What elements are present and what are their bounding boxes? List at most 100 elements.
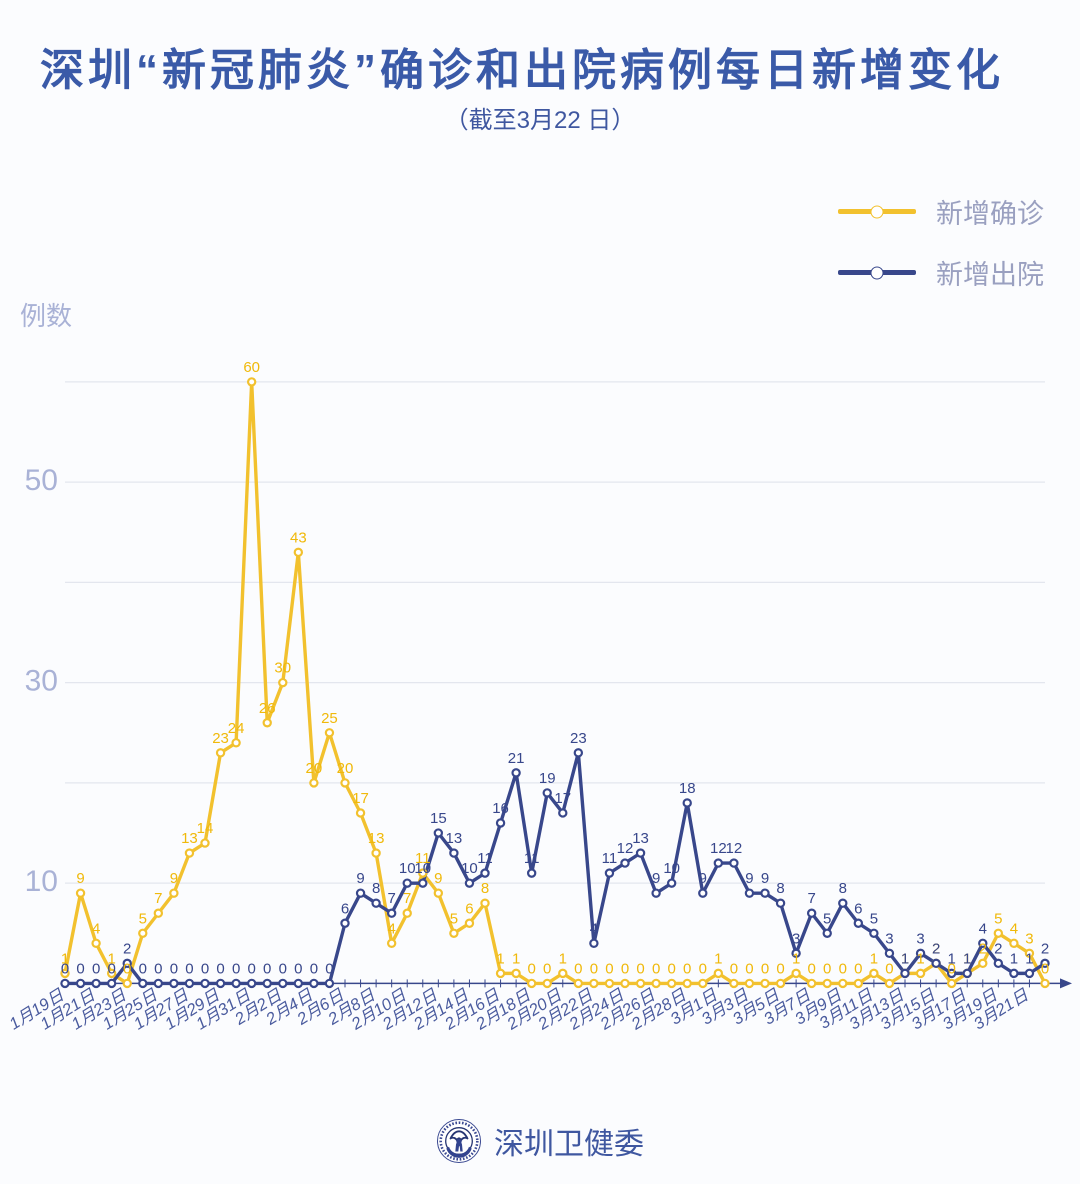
svg-text:0: 0 — [139, 960, 147, 977]
svg-text:11: 11 — [524, 850, 540, 867]
svg-text:0: 0 — [854, 960, 862, 977]
svg-text:1: 1 — [559, 950, 567, 967]
svg-text:0: 0 — [543, 960, 551, 977]
svg-text:0: 0 — [107, 960, 115, 977]
svg-text:24: 24 — [228, 720, 245, 737]
svg-text:0: 0 — [699, 960, 707, 977]
svg-text:23: 23 — [212, 730, 229, 747]
svg-text:7: 7 — [387, 890, 395, 907]
svg-text:4: 4 — [387, 920, 395, 937]
svg-text:2: 2 — [932, 940, 940, 957]
svg-text:11: 11 — [477, 850, 493, 867]
svg-text:0: 0 — [294, 960, 302, 977]
svg-text:12: 12 — [710, 840, 727, 857]
svg-text:9: 9 — [170, 870, 178, 887]
svg-text:9: 9 — [652, 870, 660, 887]
svg-text:5: 5 — [823, 910, 831, 927]
svg-text:5: 5 — [139, 910, 147, 927]
svg-text:0: 0 — [667, 960, 675, 977]
svg-text:13: 13 — [368, 830, 385, 847]
svg-text:50: 50 — [25, 464, 58, 497]
svg-text:1: 1 — [496, 950, 504, 967]
svg-text:1: 1 — [1025, 950, 1033, 967]
svg-text:9: 9 — [745, 870, 753, 887]
svg-text:3: 3 — [916, 930, 924, 947]
svg-text:0: 0 — [170, 960, 178, 977]
svg-text:9: 9 — [356, 870, 364, 887]
svg-text:1: 1 — [714, 950, 722, 967]
svg-text:5: 5 — [870, 910, 878, 927]
svg-text:0: 0 — [310, 960, 318, 977]
svg-text:60: 60 — [243, 359, 260, 376]
svg-text:13: 13 — [632, 830, 649, 847]
svg-text:0: 0 — [885, 960, 893, 977]
svg-text:0: 0 — [123, 960, 131, 977]
svg-text:0: 0 — [61, 960, 69, 977]
svg-text:10: 10 — [663, 860, 680, 877]
svg-text:19: 19 — [539, 770, 556, 787]
svg-text:6: 6 — [465, 900, 473, 917]
svg-text:1: 1 — [963, 950, 971, 967]
svg-text:16: 16 — [492, 800, 509, 817]
svg-text:8: 8 — [839, 880, 847, 897]
svg-text:0: 0 — [1041, 960, 1049, 977]
svg-text:0: 0 — [839, 960, 847, 977]
svg-text:1: 1 — [870, 950, 878, 967]
svg-text:30: 30 — [25, 665, 58, 698]
svg-text:4: 4 — [1010, 920, 1018, 937]
svg-text:0: 0 — [683, 960, 691, 977]
svg-text:0: 0 — [636, 960, 644, 977]
svg-text:26: 26 — [259, 700, 276, 717]
svg-text:0: 0 — [232, 960, 240, 977]
svg-text:8: 8 — [776, 880, 784, 897]
svg-text:2: 2 — [979, 940, 987, 957]
svg-text:15: 15 — [430, 810, 447, 827]
svg-text:0: 0 — [325, 960, 333, 977]
svg-text:2: 2 — [1041, 940, 1049, 957]
svg-text:1: 1 — [1010, 950, 1018, 967]
svg-text:11: 11 — [602, 850, 618, 867]
svg-text:23: 23 — [570, 730, 587, 747]
svg-text:5: 5 — [450, 910, 458, 927]
svg-text:10: 10 — [399, 860, 416, 877]
svg-text:17: 17 — [554, 790, 571, 807]
svg-text:0: 0 — [761, 960, 769, 977]
svg-text:21: 21 — [508, 750, 525, 767]
svg-text:20: 20 — [306, 760, 323, 777]
svg-text:2: 2 — [994, 940, 1002, 957]
svg-text:6: 6 — [341, 900, 349, 917]
svg-text:9: 9 — [76, 870, 84, 887]
svg-text:4: 4 — [590, 920, 598, 937]
svg-text:9: 9 — [434, 870, 442, 887]
svg-text:0: 0 — [247, 960, 255, 977]
svg-text:7: 7 — [154, 890, 162, 907]
svg-text:43: 43 — [290, 529, 307, 546]
svg-text:0: 0 — [605, 960, 613, 977]
svg-text:20: 20 — [337, 760, 354, 777]
svg-text:9: 9 — [761, 870, 769, 887]
svg-text:8: 8 — [372, 880, 380, 897]
svg-text:0: 0 — [621, 960, 629, 977]
svg-text:13: 13 — [181, 830, 198, 847]
svg-text:1: 1 — [947, 950, 955, 967]
svg-text:0: 0 — [730, 960, 738, 977]
svg-text:0: 0 — [92, 960, 100, 977]
svg-text:1: 1 — [901, 950, 909, 967]
svg-text:1: 1 — [512, 950, 520, 967]
svg-text:0: 0 — [263, 960, 271, 977]
svg-text:4: 4 — [92, 920, 100, 937]
svg-text:3: 3 — [1025, 930, 1033, 947]
svg-text:0: 0 — [590, 960, 598, 977]
svg-text:3: 3 — [792, 930, 800, 947]
svg-text:12: 12 — [726, 840, 743, 857]
svg-text:7: 7 — [807, 890, 815, 907]
svg-text:17: 17 — [352, 790, 369, 807]
svg-text:0: 0 — [527, 960, 535, 977]
svg-text:0: 0 — [823, 960, 831, 977]
svg-text:10: 10 — [25, 865, 58, 898]
svg-text:0: 0 — [652, 960, 660, 977]
svg-text:1: 1 — [916, 950, 924, 967]
svg-text:5: 5 — [994, 910, 1002, 927]
svg-text:3: 3 — [885, 930, 893, 947]
svg-text:14: 14 — [197, 820, 214, 837]
